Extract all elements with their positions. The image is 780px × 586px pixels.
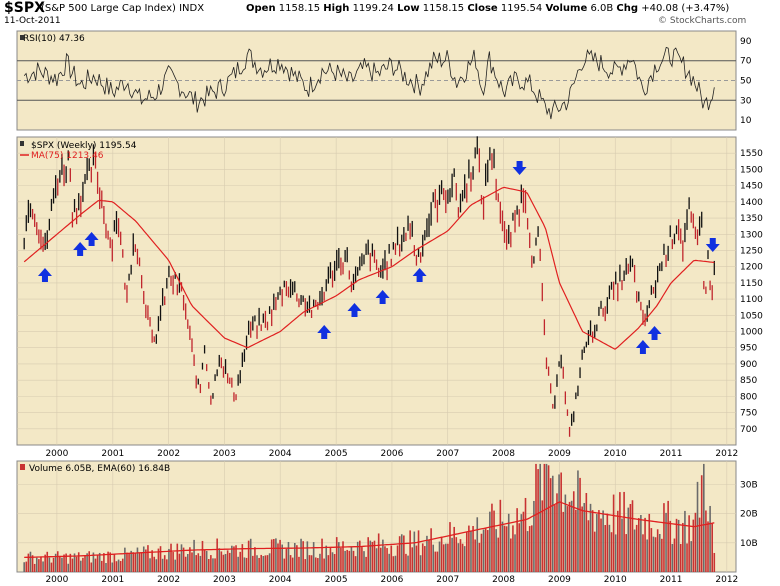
- up-arrow: [375, 290, 390, 304]
- volume-label: Volume: [545, 3, 588, 14]
- x-tick-label-2006: 2006: [380, 449, 403, 459]
- price-tick-label: 700: [740, 425, 757, 435]
- x-tick-label-2000: 2000: [45, 449, 68, 459]
- volume-x-tick-label-2009: 2009: [548, 575, 571, 585]
- volume-tick-label: 20B: [740, 510, 758, 520]
- price-tick-label: 950: [740, 344, 757, 354]
- low-value: 1158.15: [422, 3, 465, 14]
- volume-x-tick-label-2011: 2011: [660, 575, 683, 585]
- close-value: 1195.54: [500, 3, 543, 14]
- price-tick-label: 800: [740, 392, 757, 402]
- open-label: Open: [246, 3, 276, 14]
- rsi-tick-label: 10: [740, 116, 752, 126]
- price-tick-label: 1100: [740, 295, 763, 305]
- up-arrow: [317, 325, 332, 339]
- volume-x-tick-label-2000: 2000: [45, 575, 68, 585]
- symbol: $SPX: [4, 0, 45, 16]
- rsi-tick-label: 30: [740, 96, 752, 106]
- x-tick-label-2007: 2007: [436, 449, 459, 459]
- x-tick-label-2001: 2001: [101, 449, 124, 459]
- down-arrow: [512, 161, 527, 175]
- chg-value: +40.08 (+3.47%): [641, 3, 730, 14]
- price-tick-label: 1350: [740, 214, 763, 224]
- rsi-line: [23, 46, 715, 120]
- x-tick-label-2010: 2010: [604, 449, 627, 459]
- chart-date: 11-Oct-2011: [4, 16, 61, 26]
- price-tick-label: 1250: [740, 246, 763, 256]
- up-arrow: [347, 303, 362, 317]
- volume-tick-label: 30B: [740, 480, 758, 490]
- rsi-title: RSI(10) 47.36: [23, 34, 85, 44]
- price-tick-label: 750: [740, 409, 757, 419]
- volume-legend-label: Volume 6.05B, EMA(60) 16.84B: [29, 464, 170, 474]
- price-tick-label: 1050: [740, 311, 763, 321]
- price-tick-label: 1200: [740, 263, 763, 273]
- symbol-description: (S&P 500 Large Cap Index) INDX: [41, 3, 205, 14]
- volume-legend-swatch: [20, 464, 25, 470]
- price-legend-label: $SPX (Weekly) 1195.54: [31, 141, 137, 151]
- volume-ema-line: [24, 501, 715, 559]
- volume-x-tick-label-2008: 2008: [492, 575, 515, 585]
- x-tick-label-2005: 2005: [325, 449, 348, 459]
- watermark: © StockCharts.com: [658, 16, 747, 26]
- volume-x-tick-label-2010: 2010: [604, 575, 627, 585]
- high-label: High: [323, 3, 350, 14]
- volume-x-tick-label-2002: 2002: [157, 575, 180, 585]
- up-arrow: [73, 242, 88, 256]
- volume-x-tick-label-2006: 2006: [380, 575, 403, 585]
- price-tick-label: 1300: [740, 230, 763, 240]
- down-arrow: [705, 238, 720, 252]
- low-label: Low: [397, 3, 420, 14]
- volume-value: 6.0B: [590, 3, 614, 14]
- volume-x-tick-label-2003: 2003: [213, 575, 236, 585]
- x-tick-label-2012: 2012: [715, 449, 738, 459]
- volume-x-tick-label-2005: 2005: [325, 575, 348, 585]
- panel-price: [16, 136, 737, 446]
- up-arrow: [412, 268, 427, 282]
- open-value: 1158.15: [278, 3, 321, 14]
- ma-line: [23, 186, 715, 350]
- rsi-tick-label: 50: [740, 77, 752, 87]
- volume-x-tick-label-2004: 2004: [269, 575, 292, 585]
- up-arrow: [84, 232, 99, 246]
- x-tick-label-2004: 2004: [269, 449, 292, 459]
- up-arrow: [37, 268, 52, 282]
- x-tick-label-2003: 2003: [213, 449, 236, 459]
- price-tick-label: 1000: [740, 328, 763, 338]
- volume-x-tick-label-2007: 2007: [436, 575, 459, 585]
- x-tick-label-2011: 2011: [660, 449, 683, 459]
- close-label: Close: [467, 3, 498, 14]
- x-tick-label-2008: 2008: [492, 449, 515, 459]
- chg-label: Chg: [616, 3, 639, 14]
- rsi-tick-label: 90: [740, 37, 752, 47]
- rsi-legend-swatch: [20, 35, 24, 40]
- ohlc-summary: Open 1158.15 High 1199.24 Low 1158.15 Cl…: [246, 3, 729, 14]
- volume-x-tick-label-2012: 2012: [715, 575, 738, 585]
- price-legend-swatch: [20, 141, 24, 146]
- volume-x-tick-label-2001: 2001: [101, 575, 124, 585]
- price-tick-label: 1450: [740, 182, 763, 192]
- volume-tick-label: 10B: [740, 539, 758, 549]
- x-tick-label-2002: 2002: [157, 449, 180, 459]
- rsi-tick-label: 70: [740, 57, 752, 67]
- ma-legend-label: MA(75) 1213.46: [31, 151, 104, 161]
- up-arrow: [635, 340, 650, 354]
- x-tick-label-2009: 2009: [548, 449, 571, 459]
- price-tick-label: 1500: [740, 165, 763, 175]
- price-tick-label: 1550: [740, 149, 763, 159]
- price-tick-label: 850: [740, 376, 757, 386]
- price-tick-label: 900: [740, 360, 757, 370]
- price-tick-label: 1400: [740, 198, 763, 208]
- up-arrow: [647, 326, 662, 340]
- high-value: 1199.24: [352, 3, 394, 14]
- price-tick-label: 1150: [740, 279, 763, 289]
